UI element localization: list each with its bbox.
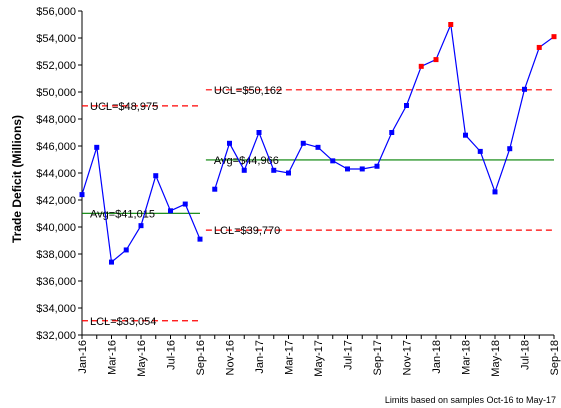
x-tick-label: May-17 (313, 340, 325, 377)
x-tick-label: Mar-16 (107, 340, 119, 375)
y-tick-label: $32,000 (36, 330, 76, 342)
y-tick-label: $36,000 (36, 276, 76, 288)
control-limits: UCL=$48,975LCL=$33,054Avg=$41,015UCL=$50… (82, 85, 554, 328)
limits-note: Limits based on samples Oct-16 to May-17 (385, 395, 556, 405)
signal-point (448, 22, 454, 27)
y-tick-label: $34,000 (36, 303, 76, 315)
data-point (168, 208, 173, 214)
x-tick-label: Jul-18 (520, 340, 532, 370)
ucl-label: UCL=$50,162 (214, 85, 282, 97)
data-series (79, 22, 557, 265)
data-point (153, 173, 159, 179)
y-axis-label: Trade Deficit (Millions) (10, 115, 24, 243)
y-tick-label: $40,000 (36, 222, 76, 234)
data-point (109, 259, 114, 265)
series-line (81, 147, 201, 264)
y-tick-label: $38,000 (36, 249, 76, 261)
data-point (507, 146, 513, 152)
x-tick-label: Mar-18 (461, 340, 473, 375)
y-tick-label: $56,000 (36, 6, 76, 18)
series-line (214, 22, 555, 194)
data-point (94, 144, 100, 150)
y-tick-label: $50,000 (36, 87, 76, 99)
x-axis: Jan-16 Mar-16 May-16 Jul-16 Sep-16 Nov-16 Jan-… (77, 335, 561, 377)
data-point (300, 140, 306, 146)
lcl-label: LCL=$39,770 (214, 225, 280, 237)
plot-area (81, 11, 554, 336)
y-tick-label: $48,000 (36, 114, 76, 126)
data-point (138, 223, 144, 229)
data-point (197, 236, 203, 242)
y-axis: $32,000 $34,000 $36,000 $38,000 $40,000 $42,0… (36, 6, 82, 342)
data-point (359, 166, 365, 172)
x-tick-label: Sep-18 (549, 340, 561, 375)
data-point (271, 167, 277, 173)
y-tick-label: $44,000 (36, 168, 76, 180)
data-point (286, 170, 291, 176)
data-point (389, 130, 395, 135)
x-tick-label: May-18 (490, 340, 502, 377)
data-point (374, 163, 380, 169)
x-tick-label: Jan-17 (254, 340, 266, 374)
signal-point (433, 57, 439, 63)
data-point (345, 166, 350, 172)
data-point (522, 86, 527, 92)
x-tick-label: Nov-16 (225, 340, 237, 375)
avg-label: Avg=$44,966 (214, 155, 279, 167)
data-point (227, 140, 232, 146)
data-point (404, 103, 409, 108)
x-tick-label: Mar-17 (284, 340, 296, 375)
x-tick-label: Sep-17 (372, 340, 384, 375)
x-tick-label: Nov-17 (402, 340, 414, 375)
data-point (256, 130, 262, 135)
data-point (330, 158, 336, 164)
x-tick-label: Sep-16 (195, 340, 207, 375)
y-tick-label: $52,000 (36, 60, 76, 72)
data-point (492, 189, 498, 195)
x-tick-label: Jan-18 (431, 340, 443, 374)
x-tick-label: Jan-16 (77, 340, 89, 374)
signal-point (551, 34, 557, 40)
data-point (241, 167, 247, 173)
y-tick-label: $42,000 (36, 195, 76, 207)
x-tick-label: May-16 (136, 340, 148, 377)
data-point (315, 144, 321, 150)
y-tick-label: $46,000 (36, 141, 76, 153)
data-point (123, 247, 129, 253)
data-point (463, 132, 468, 138)
data-point (212, 186, 218, 192)
lcl-label: LCL=$33,054 (90, 316, 156, 328)
y-tick-label: $54,000 (36, 33, 76, 45)
data-point (79, 192, 85, 198)
data-point (182, 201, 188, 207)
x-tick-label: Jul-17 (343, 340, 355, 370)
signal-point (418, 63, 424, 69)
signal-point (536, 44, 542, 50)
x-tick-label: Jul-16 (166, 340, 178, 370)
ucl-label: UCL=$48,975 (90, 101, 158, 113)
data-point (477, 148, 483, 154)
